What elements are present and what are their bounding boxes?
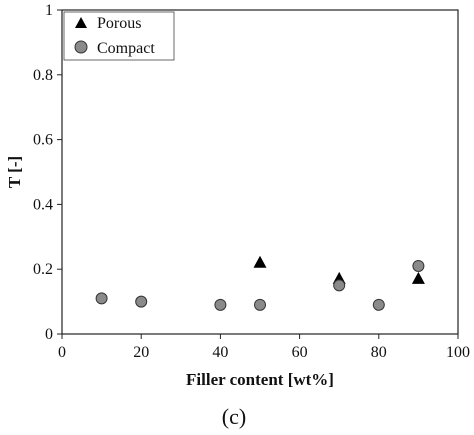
y-tick-label: 0.2 [33, 261, 53, 278]
x-axis-label: Filler content [wt%] [186, 370, 334, 389]
porous-point [411, 271, 425, 284]
compact-point [95, 292, 108, 305]
y-tick-label: 1 [45, 2, 53, 19]
legend-label-porous: Porous [97, 15, 141, 32]
x-tick-label: 80 [371, 344, 387, 361]
x-tick-label: 0 [58, 344, 66, 361]
legend-label-compact: Compact [97, 40, 155, 57]
compact-point [333, 279, 346, 292]
y-axis-label: T [-] [5, 156, 24, 188]
y-axis: 0 0.2 0.4 0.6 0.8 1 [33, 2, 62, 343]
x-axis: 0 20 40 60 80 100 [58, 334, 470, 361]
x-tick-label: 60 [292, 344, 308, 361]
compact-point [135, 295, 148, 308]
x-tick-label: 20 [133, 344, 149, 361]
legend: Porous Compact [63, 11, 175, 61]
panel-label: (c) [222, 404, 246, 429]
x-tick-label: 40 [212, 344, 228, 361]
plot-frame [61, 9, 459, 335]
compact-point [372, 298, 385, 311]
porous-point [253, 255, 267, 268]
y-tick-label: 0 [45, 326, 53, 343]
compact-point [254, 298, 266, 311]
y-tick-label: 0.4 [33, 196, 53, 213]
compact-point [214, 298, 227, 311]
y-tick-label: 0.8 [33, 67, 53, 84]
data-points [95, 255, 425, 311]
legend-marker-porous [75, 17, 87, 28]
x-tick-label: 100 [446, 344, 470, 361]
y-tick-label: 0.6 [33, 132, 53, 149]
legend-marker-compact [74, 40, 88, 54]
compact-point [412, 259, 425, 272]
